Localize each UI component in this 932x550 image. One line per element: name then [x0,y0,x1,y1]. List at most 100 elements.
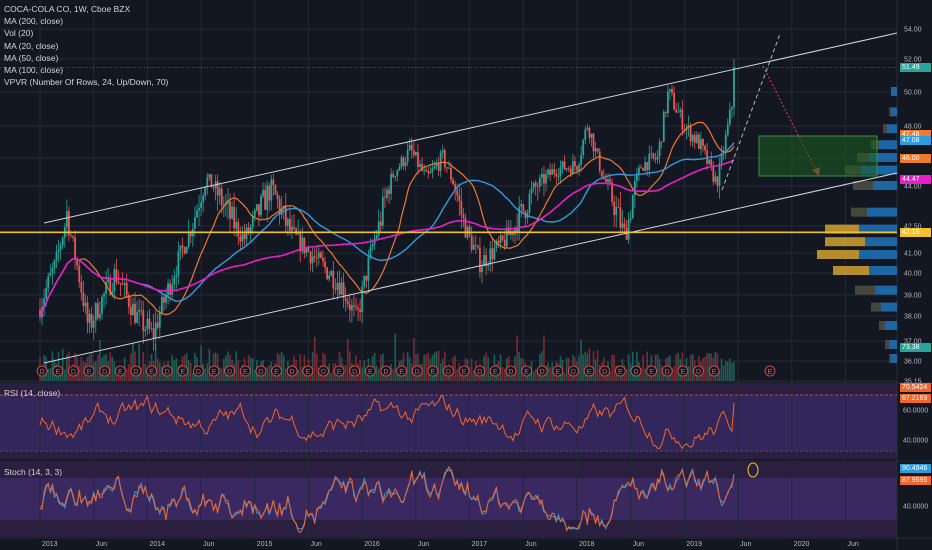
volume-bar [706,352,708,381]
candle-body [421,164,423,171]
candle-body [136,312,138,323]
dividend-marker [568,365,579,377]
dividend-marker [599,365,611,377]
candle-body [94,303,97,321]
time-axis-label: 2016 [364,541,380,548]
volume-bar [644,368,646,381]
candle-body [117,281,120,283]
candle-body [617,206,620,208]
candle-body [258,204,260,216]
candle-body [336,282,339,290]
volume-bar [198,371,200,381]
candle-body [697,134,700,150]
volume-bar [326,371,328,381]
vpvr-up-bar [889,340,897,349]
price-axis-label: 48.00 [904,124,922,131]
stoch-panel-title[interactable]: Stoch (14, 3, 3) [4,467,63,477]
candle-body [233,206,236,229]
candle-body [712,165,715,182]
volume-bar [156,358,159,381]
candle-body [468,226,471,235]
candle-body [605,178,607,183]
dividend-marker [427,365,439,377]
candle-body [103,293,105,297]
dividend-marker [114,365,126,377]
indicator-ma20[interactable]: MA (20, close) [4,40,59,51]
vpvr-down-bar [871,302,881,312]
indicator-vpvr[interactable]: VPVR (Number Of Rows, 24, Up/Down, 70) [4,77,169,88]
symbol-title[interactable]: COCA-COLA CO, 1W, Cboe BZX [4,4,131,14]
candle-body [644,162,647,171]
candle-body [640,167,642,169]
volume-bar [609,372,611,381]
vpvr-up-bar [859,250,897,259]
candle-body [679,109,682,112]
volume-bar [346,338,349,381]
candle-body [365,275,368,281]
candle-body [633,180,636,196]
candle-body [196,210,198,218]
indicator-ma200[interactable]: MA (200, close) [4,16,64,27]
candle-body [301,237,304,252]
volume-bar [206,363,209,381]
candle-body [557,176,560,177]
indicator-volume[interactable]: Vol (20) [4,28,34,39]
volume-bar [142,351,145,381]
candle-body [328,275,331,280]
volume-bar [658,358,661,381]
candle-body [322,257,324,262]
candle-body [115,269,118,282]
candle-body [487,264,490,267]
candle-body [239,236,242,242]
rsi-panel-title[interactable]: RSI (14, close) [4,388,61,398]
volume-bar [718,370,721,381]
candle-body [276,194,279,200]
candle-body [53,260,56,269]
volume-bar [689,354,692,381]
price-tag: 73.38 [900,342,931,352]
dividend-marker [489,365,501,377]
candle-body [187,231,190,247]
volume-bar [673,366,675,381]
volume-bar [392,368,394,381]
volume-bar [318,368,320,381]
volume-bar [299,354,302,381]
volume-bar [516,335,518,381]
vpvr-down-bar [879,321,885,330]
candle-body [264,190,267,210]
volume-bar [549,367,551,381]
candle-body [270,179,273,201]
indicator-ma50[interactable]: MA (50, close) [4,52,59,63]
candle-body [619,207,622,228]
candle-body [388,189,390,194]
candle-body [355,306,357,308]
candle-body [311,256,314,264]
candle-body [154,322,157,339]
price-axis-label: 37.00 [904,339,922,346]
candle-body [448,167,450,169]
candle-body [629,218,632,220]
dividend-marker [693,365,704,377]
candle-body [272,179,275,185]
volume-bar [724,361,727,381]
candle-body [588,127,591,138]
volume-bar [264,372,266,381]
dividend-marker-label: E [305,369,310,376]
dividend-marker-label: D [133,369,138,376]
volume-bar [315,353,318,381]
volume-bar [454,355,456,381]
candle-body [289,219,291,231]
candle-body [76,258,79,266]
indicator-ma100[interactable]: MA (100, close) [4,65,64,76]
candle-body [689,125,692,142]
candle-body [101,296,103,314]
candle-body [437,164,440,171]
time-axis-label: 2014 [149,541,165,548]
volume-bar [200,345,202,381]
vpvr-down-bar [825,224,859,234]
candle-body [435,164,438,167]
volume-bar [138,343,140,381]
vpvr-up-bar [875,285,897,295]
volume-bar [656,354,659,381]
